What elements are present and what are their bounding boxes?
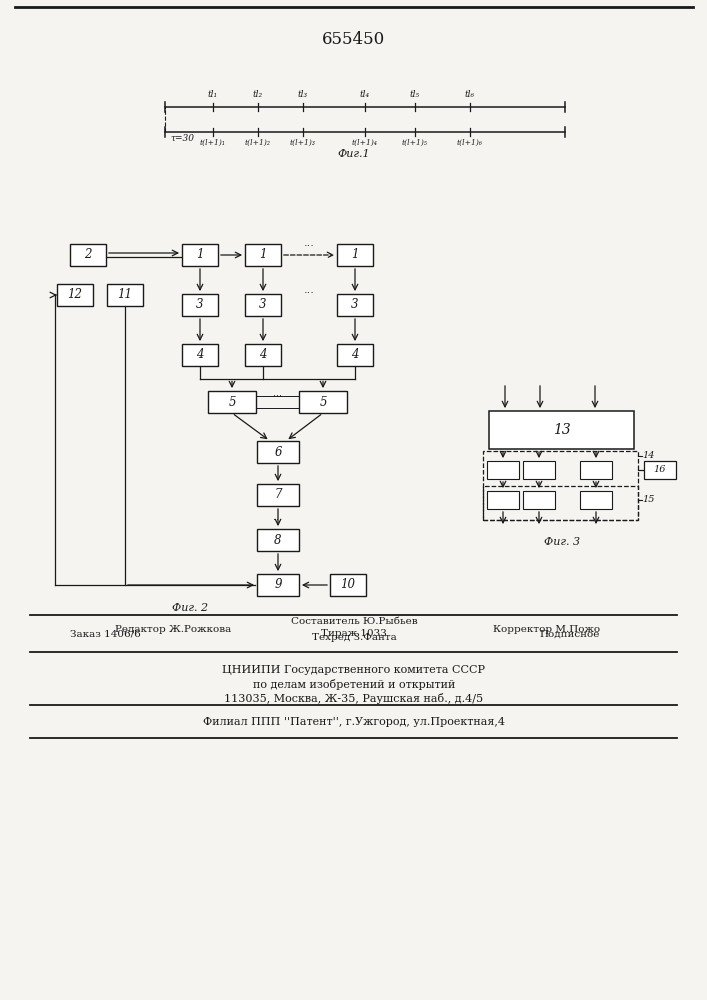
Bar bbox=[182, 294, 218, 316]
Text: tl₆: tl₆ bbox=[465, 90, 475, 99]
Text: 4: 4 bbox=[197, 349, 204, 361]
Text: 16: 16 bbox=[654, 466, 666, 475]
Text: Подписное: Подписное bbox=[539, 630, 600, 639]
Bar bbox=[337, 294, 373, 316]
Bar bbox=[483, 451, 638, 520]
Text: τ=30: τ=30 bbox=[170, 134, 194, 143]
Bar bbox=[245, 244, 281, 266]
Text: 655450: 655450 bbox=[322, 31, 385, 48]
Bar bbox=[245, 344, 281, 366]
Bar bbox=[330, 574, 366, 596]
Text: t(l+1)₂: t(l+1)₂ bbox=[245, 139, 271, 147]
Bar bbox=[257, 441, 299, 463]
Bar bbox=[182, 244, 218, 266]
Text: Фиг. 3: Фиг. 3 bbox=[544, 537, 580, 547]
Text: 3: 3 bbox=[351, 298, 358, 312]
Text: t(l+1)₁: t(l+1)₁ bbox=[200, 139, 226, 147]
Text: 7: 7 bbox=[274, 488, 282, 502]
Text: 1: 1 bbox=[259, 248, 267, 261]
Bar bbox=[487, 461, 519, 479]
Text: 3: 3 bbox=[259, 298, 267, 312]
Text: ...: ... bbox=[303, 285, 315, 295]
Text: Филиал ППП ''Патент'', г.Ужгород, ул.Проектная,4: Филиал ППП ''Патент'', г.Ужгород, ул.Про… bbox=[203, 717, 505, 727]
Bar bbox=[337, 344, 373, 366]
Text: ...: ... bbox=[274, 512, 283, 522]
Text: tl₃: tl₃ bbox=[298, 90, 308, 99]
Text: 9: 9 bbox=[274, 578, 282, 591]
Text: 12: 12 bbox=[67, 288, 83, 302]
Bar bbox=[489, 411, 634, 449]
Text: Составитель Ю.Рыбьев: Составитель Ю.Рыбьев bbox=[291, 617, 417, 626]
Text: 8: 8 bbox=[274, 534, 282, 546]
Bar bbox=[107, 284, 143, 306]
Bar bbox=[483, 486, 638, 520]
Text: tl₁: tl₁ bbox=[208, 90, 218, 99]
Bar bbox=[208, 391, 256, 413]
Bar bbox=[523, 461, 555, 479]
Text: Заказ 1406/6: Заказ 1406/6 bbox=[70, 630, 141, 639]
Text: Фиг. 2: Фиг. 2 bbox=[172, 603, 208, 613]
Text: 5: 5 bbox=[228, 395, 235, 408]
Bar bbox=[580, 461, 612, 479]
Text: Тираж 1033: Тираж 1033 bbox=[321, 630, 387, 639]
Text: t(l+1)₃: t(l+1)₃ bbox=[290, 139, 316, 147]
Bar bbox=[580, 491, 612, 509]
Bar bbox=[57, 284, 93, 306]
Bar bbox=[337, 244, 373, 266]
Bar bbox=[523, 491, 555, 509]
Text: 10: 10 bbox=[341, 578, 356, 591]
Text: t(l+1)₆: t(l+1)₆ bbox=[457, 139, 483, 147]
Text: 13: 13 bbox=[553, 423, 571, 437]
Text: ...: ... bbox=[273, 388, 282, 398]
Text: 6: 6 bbox=[274, 446, 282, 458]
Text: 5: 5 bbox=[320, 395, 327, 408]
Text: 113035, Москва, Ж-35, Раушская наб., д.4/5: 113035, Москва, Ж-35, Раушская наб., д.4… bbox=[224, 692, 484, 704]
Text: tl₅: tl₅ bbox=[410, 90, 420, 99]
Text: 14: 14 bbox=[642, 452, 655, 460]
Text: 11: 11 bbox=[117, 288, 132, 302]
Bar bbox=[245, 294, 281, 316]
Text: Фиг.1: Фиг.1 bbox=[338, 149, 370, 159]
Text: 4: 4 bbox=[351, 349, 358, 361]
Text: 3: 3 bbox=[197, 298, 204, 312]
Bar bbox=[644, 461, 676, 479]
Bar bbox=[70, 244, 106, 266]
Text: 1: 1 bbox=[197, 248, 204, 261]
Bar bbox=[182, 344, 218, 366]
Bar bbox=[257, 484, 299, 506]
Bar bbox=[299, 391, 347, 413]
Text: Корректор М.Пожо: Корректор М.Пожо bbox=[493, 626, 600, 635]
Bar bbox=[487, 491, 519, 509]
Text: по делам изобретений и открытий: по делам изобретений и открытий bbox=[253, 678, 455, 690]
Text: 1: 1 bbox=[351, 248, 358, 261]
Text: tl₂: tl₂ bbox=[253, 90, 263, 99]
Text: 15: 15 bbox=[642, 495, 655, 504]
Text: t(l+1)₅: t(l+1)₅ bbox=[402, 139, 428, 147]
Bar bbox=[257, 529, 299, 551]
Text: ЦНИИПИ Государственного комитета СССР: ЦНИИПИ Государственного комитета СССР bbox=[223, 665, 486, 675]
Text: Техред З.Фанта: Техред З.Фанта bbox=[312, 634, 397, 643]
Text: t(l+1)₄: t(l+1)₄ bbox=[352, 139, 378, 147]
Bar bbox=[257, 574, 299, 596]
Text: ...: ... bbox=[303, 238, 315, 248]
Text: tl₄: tl₄ bbox=[360, 90, 370, 99]
Text: 4: 4 bbox=[259, 349, 267, 361]
Text: Редактор Ж.Рожкова: Редактор Ж.Рожкова bbox=[115, 626, 231, 635]
Text: 2: 2 bbox=[84, 248, 92, 261]
